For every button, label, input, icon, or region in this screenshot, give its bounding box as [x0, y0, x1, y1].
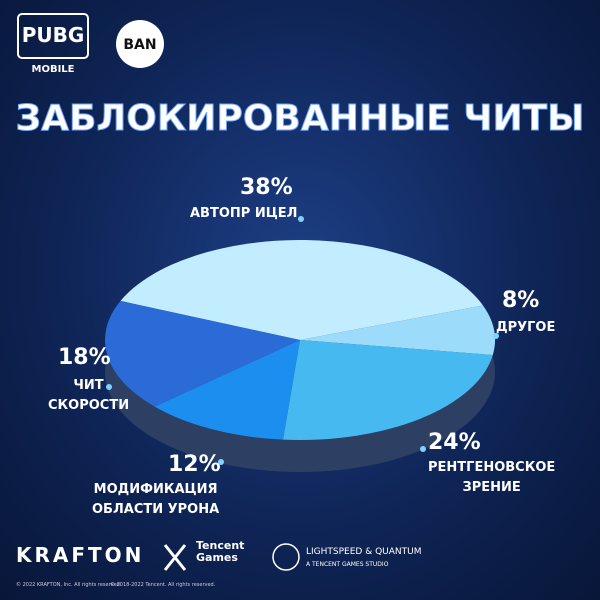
- tencent: Tencent Games: [196, 539, 245, 564]
- value-label: 12%: [168, 452, 221, 477]
- category-label: МОДИФИКАЦИЯ ОБЛАСТИ УРОНА: [92, 482, 220, 517]
- studio-icon: [272, 543, 300, 571]
- logo-box: [17, 13, 89, 59]
- pie-slice: [104, 300, 300, 407]
- copyright: © 2018-2022 Tencent. All rights reserved…: [110, 581, 216, 588]
- studio: LIGHTSPEED & QUANTUM: [306, 547, 422, 557]
- pie-slice: [283, 340, 493, 440]
- pie-slice: [154, 340, 300, 440]
- chart-title: ЗАБЛОКИРОВАННЫЕ ЧИТЫ: [16, 98, 585, 139]
- copyright: © 2022 KRAFTON, Inc. All rights reserved…: [16, 581, 122, 588]
- publisher: KRAFTON: [16, 543, 144, 567]
- studio-sub: A TENCENT GAMES STUDIO: [306, 561, 389, 568]
- label-dot: [218, 459, 224, 465]
- label-dot: [493, 333, 499, 339]
- category-label: АВТОПР ИЦЕЛ: [190, 206, 298, 221]
- value-label: 38%: [240, 175, 293, 200]
- pie-slice: [120, 239, 484, 340]
- value-label: 8%: [502, 288, 540, 313]
- value-label: 18%: [58, 345, 111, 370]
- tencent-icon: [163, 544, 187, 571]
- category-label: ЧИТ СКОРОСТИ: [48, 378, 130, 413]
- category-label: РЕНТГЕНОВСКОЕ ЗРЕНИЕ: [428, 460, 556, 495]
- category-label: ДРУГОЕ: [496, 320, 556, 335]
- logo: PUBG: [22, 23, 85, 47]
- badge: BAN: [123, 37, 156, 53]
- pie-slice: [300, 305, 496, 355]
- badge-circle: [116, 20, 164, 68]
- label-dot: [106, 384, 112, 390]
- logo-sub: MOBILE: [32, 64, 75, 75]
- label-dot: [298, 216, 304, 222]
- label-dot: [420, 446, 426, 452]
- value-label: 24%: [428, 430, 481, 455]
